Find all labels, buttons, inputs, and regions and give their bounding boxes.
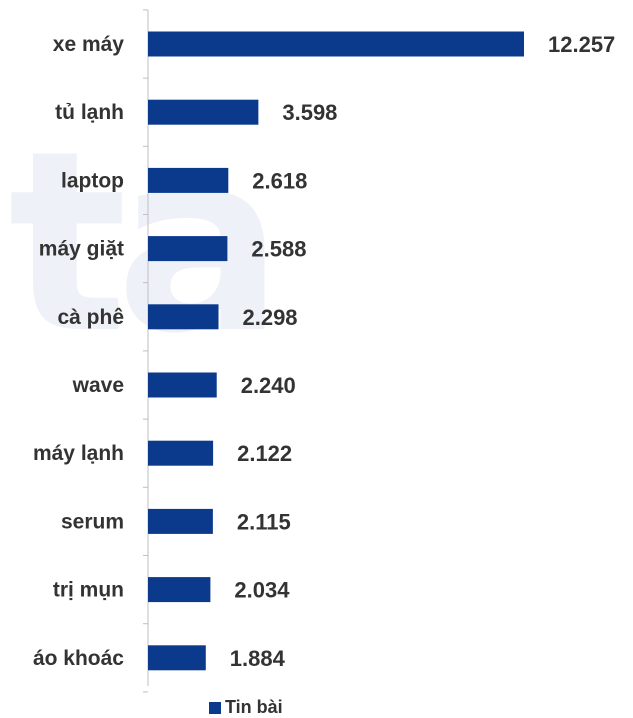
data-label: 2.122: [237, 441, 292, 466]
category-label: laptop: [61, 169, 124, 192]
bar: [148, 645, 206, 671]
bar: [148, 577, 211, 603]
bar: [148, 236, 228, 262]
data-label: 2.588: [251, 237, 306, 262]
bar: [148, 99, 259, 125]
data-label: 12.257: [548, 32, 615, 57]
category-label: tủ lạnh: [55, 101, 124, 124]
bar: [148, 304, 219, 330]
data-label: 1.884: [230, 646, 286, 671]
data-label: 2.618: [252, 168, 307, 193]
category-label: serum: [61, 510, 124, 533]
category-label: wave: [72, 374, 124, 397]
category-label: áo khoác: [33, 647, 124, 670]
bar: [148, 508, 213, 534]
legend-label: Tin bài: [225, 697, 283, 717]
data-label: 3.598: [282, 100, 337, 125]
bar: [148, 440, 214, 466]
bar: [148, 167, 229, 193]
data-label: 2.298: [242, 305, 297, 330]
data-label: 2.115: [237, 509, 291, 534]
category-label: trị mụn: [53, 579, 124, 602]
data-label: 2.034: [234, 578, 290, 603]
bar: [148, 372, 217, 398]
data-label: 2.240: [241, 373, 296, 398]
category-label: máy giặt: [39, 238, 124, 261]
category-label: xe máy: [53, 33, 125, 56]
category-label: cà phê: [57, 306, 124, 329]
category-label: máy lạnh: [33, 442, 124, 465]
bar: [148, 31, 524, 57]
legend-swatch: [209, 702, 221, 714]
